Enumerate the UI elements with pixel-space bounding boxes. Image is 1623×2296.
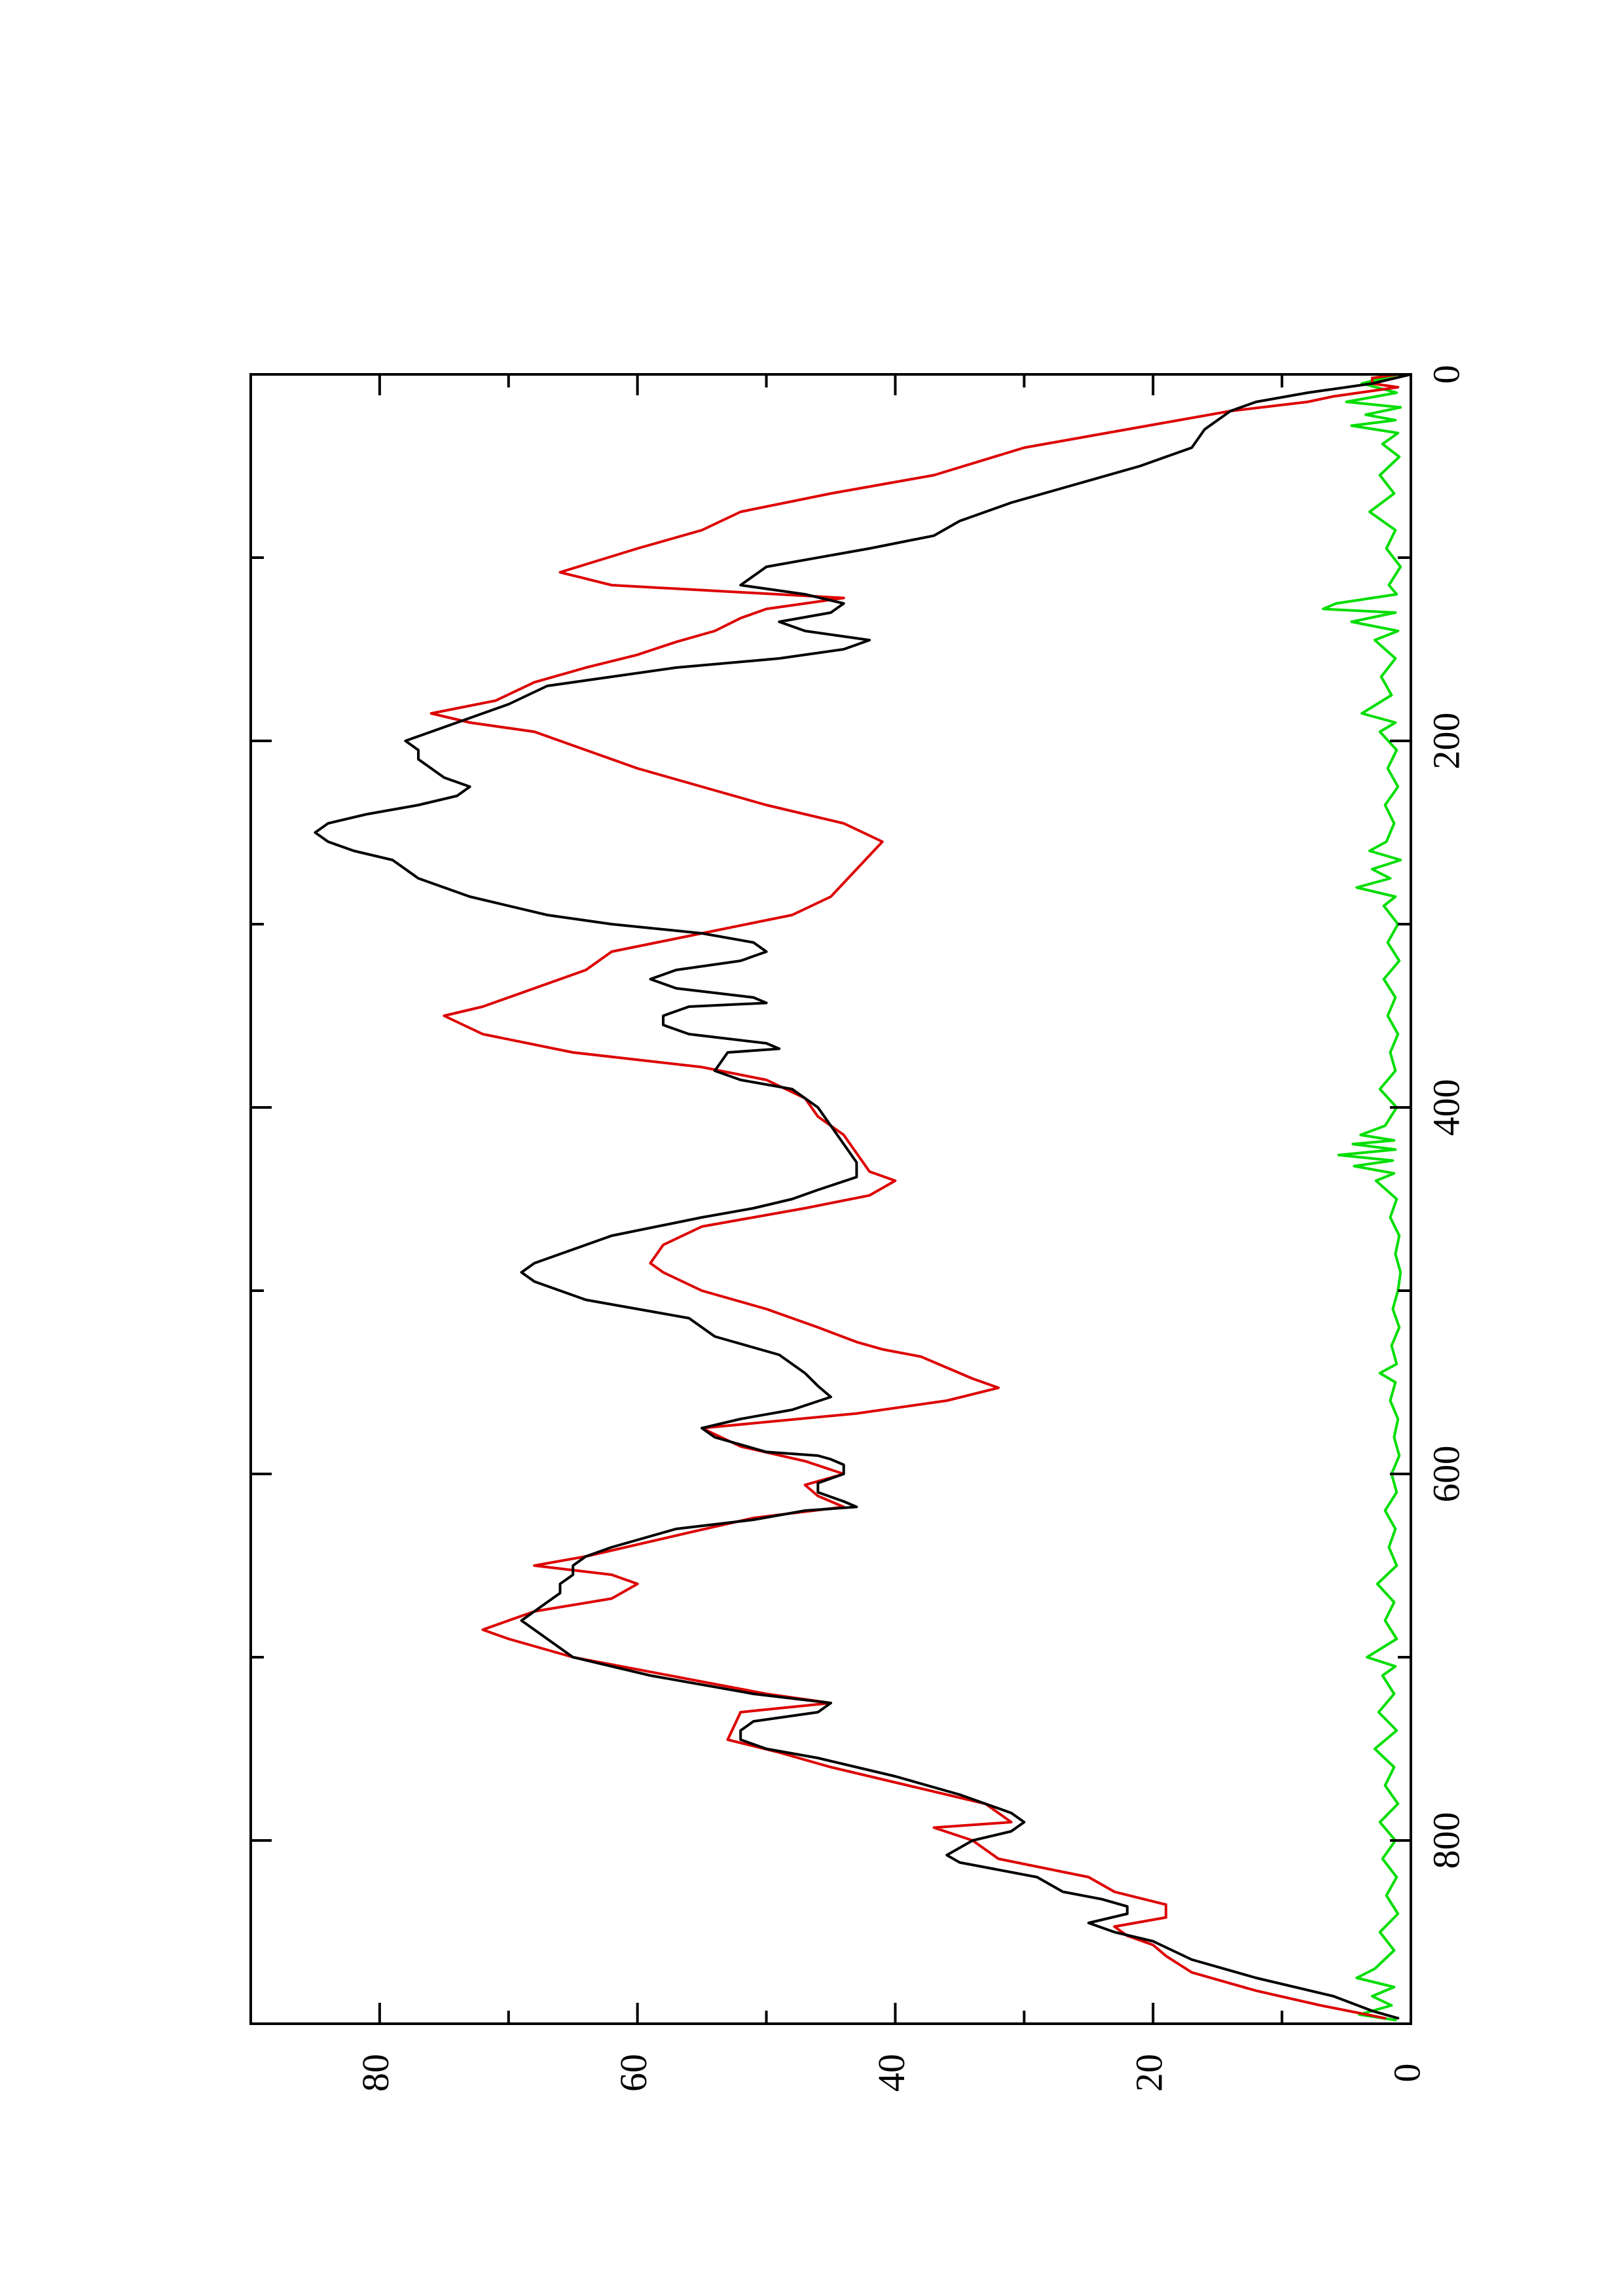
axis-layer: 0 200 400 600 800 0 20 40 60 80 bbox=[249, 365, 1467, 2092]
plot-frame bbox=[249, 373, 1412, 2025]
y-tick-label: 60 bbox=[612, 2054, 655, 2092]
y-tick-label: 20 bbox=[1128, 2054, 1171, 2092]
series-layer bbox=[314, 373, 1412, 2022]
x-tick-label: 400 bbox=[1425, 1079, 1467, 1136]
y-tick-label: 0 bbox=[1385, 2064, 1428, 2083]
y-tick-label: 80 bbox=[354, 2054, 397, 2092]
x-tick-label: 0 bbox=[1425, 365, 1467, 384]
x-tick-label: 200 bbox=[1425, 713, 1467, 770]
series-line-1 bbox=[314, 373, 1412, 2020]
x-tick-label: 600 bbox=[1425, 1446, 1467, 1503]
x-tick-label: 800 bbox=[1425, 1812, 1467, 1869]
series-line-3 bbox=[1322, 373, 1402, 2022]
y-tick-label: 40 bbox=[870, 2054, 913, 2092]
series-line-2 bbox=[429, 373, 1400, 2020]
